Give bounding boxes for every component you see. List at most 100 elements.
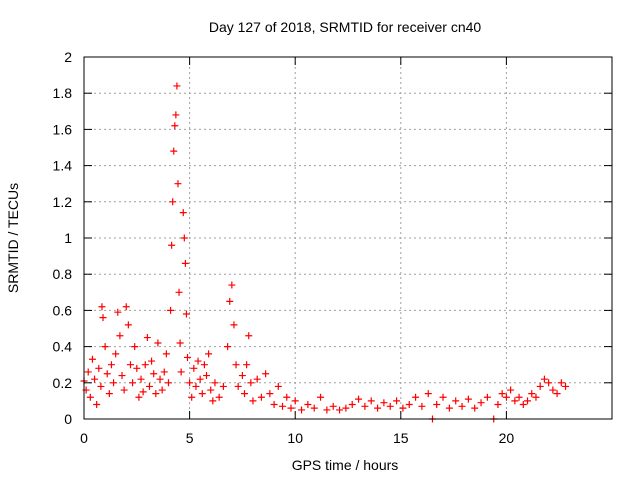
data-point <box>177 368 185 376</box>
data-point <box>91 375 99 383</box>
data-point <box>458 402 466 410</box>
data-point <box>399 404 407 412</box>
data-point <box>112 350 120 358</box>
data-point <box>549 386 557 394</box>
data-point <box>545 379 553 387</box>
data-point <box>158 386 166 394</box>
axis-ticks: 0 5 10 15 20 0 0.2 0.4 0.6 0.8 1 1.2 1.4 1.6 1.8 2 <box>53 49 612 446</box>
data-point <box>502 393 510 401</box>
data-point <box>226 297 234 305</box>
x-tick-label: 5 <box>186 430 194 446</box>
data-point <box>103 370 111 378</box>
data-point <box>424 390 432 398</box>
data-point <box>211 379 219 387</box>
data-point <box>279 402 287 410</box>
data-point <box>98 303 106 311</box>
data-point <box>241 390 249 398</box>
data-point <box>152 390 160 398</box>
data-point <box>224 343 232 351</box>
data-point <box>536 382 544 390</box>
data-point <box>200 361 208 369</box>
data-point <box>283 393 291 401</box>
data-point <box>188 393 196 401</box>
data-point <box>180 234 188 242</box>
y-tick-label: 0.4 <box>53 339 73 355</box>
data-point <box>129 379 137 387</box>
data-point <box>169 198 177 206</box>
data-point <box>133 364 141 372</box>
data-point <box>445 404 453 412</box>
data-point <box>287 404 295 412</box>
data-point <box>186 379 194 387</box>
data-point <box>116 332 124 340</box>
data-point <box>342 404 350 412</box>
data-point <box>310 404 318 412</box>
data-point <box>141 361 149 369</box>
data-point <box>540 375 548 383</box>
data-point <box>528 390 536 398</box>
data-point <box>249 397 257 405</box>
data-point <box>172 111 180 119</box>
data-point <box>173 82 181 90</box>
data-point <box>355 395 363 403</box>
grid-lines <box>84 57 612 419</box>
data-point <box>170 147 178 155</box>
data-point <box>234 382 242 390</box>
y-tick-label: 2 <box>64 49 72 65</box>
data-point <box>262 370 270 378</box>
data-point <box>202 372 210 380</box>
data-point <box>164 379 172 387</box>
x-axis-label: GPS time / hours <box>292 457 399 473</box>
data-point <box>139 388 147 396</box>
data-point <box>274 382 282 390</box>
data-point <box>336 406 344 414</box>
data-point <box>107 361 115 369</box>
data-point <box>329 402 337 410</box>
y-tick-label: 0.8 <box>53 266 73 282</box>
data-point <box>511 397 519 405</box>
y-tick-label: 1 <box>64 230 72 246</box>
data-point <box>181 259 189 267</box>
x-tick-label: 10 <box>287 430 303 446</box>
data-point <box>532 393 540 401</box>
data-point <box>135 393 143 401</box>
data-point <box>150 370 158 378</box>
data-point <box>124 321 132 329</box>
data-point <box>393 397 401 405</box>
data-point <box>168 241 176 249</box>
data-point <box>219 382 227 390</box>
data-point <box>126 361 134 369</box>
data-point <box>471 404 479 412</box>
data-point <box>317 393 325 401</box>
data-point <box>183 353 191 361</box>
data-points <box>80 82 570 423</box>
data-point <box>176 339 184 347</box>
data-point <box>483 393 491 401</box>
data-point <box>84 368 92 376</box>
data-point <box>298 406 306 414</box>
data-point <box>97 382 105 390</box>
data-point <box>110 379 118 387</box>
data-point <box>464 395 472 403</box>
data-point <box>380 399 388 407</box>
y-tick-label: 0.6 <box>53 302 73 318</box>
data-point <box>131 343 139 351</box>
data-point <box>156 375 164 383</box>
data-point <box>122 303 130 311</box>
data-point <box>266 390 274 398</box>
data-point <box>148 357 156 365</box>
data-point <box>238 372 246 380</box>
data-point <box>215 393 223 401</box>
data-point <box>86 393 94 401</box>
data-point <box>524 397 532 405</box>
data-point <box>367 397 375 405</box>
data-point <box>557 379 565 387</box>
data-point <box>439 393 447 401</box>
data-point <box>198 390 206 398</box>
data-point <box>386 402 394 410</box>
data-point <box>174 180 182 188</box>
data-point <box>452 397 460 405</box>
data-point <box>228 281 236 289</box>
